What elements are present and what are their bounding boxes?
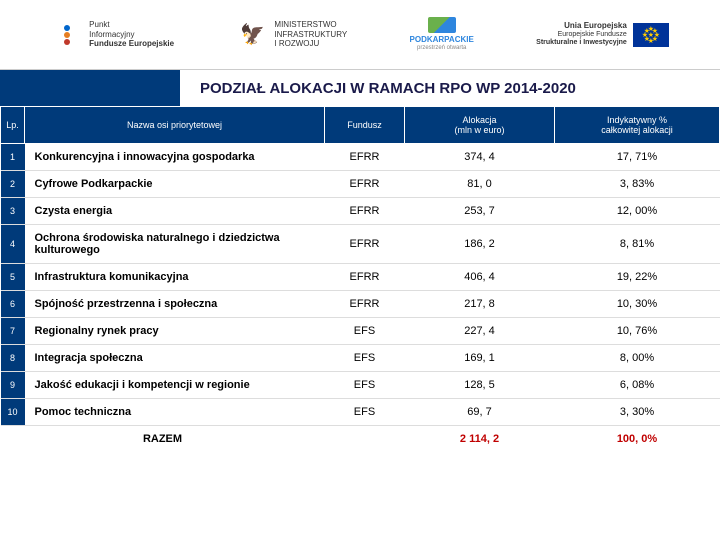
- cell-lp: 9: [1, 372, 25, 399]
- cell-lp: 3: [1, 198, 25, 225]
- cell-alokacja: 227, 4: [405, 318, 555, 345]
- eu-line1: Unia Europejska: [536, 21, 627, 31]
- table-row: 4Ochrona środowiska naturalnego i dziedz…: [1, 225, 720, 264]
- totals-label: RAZEM: [1, 426, 325, 453]
- cell-fundusz: EFS: [325, 318, 405, 345]
- col-nazwa: Nazwa osi priorytetowej: [25, 107, 325, 144]
- eu-flag-icon: [633, 23, 669, 47]
- podkarpackie-icon: [428, 17, 456, 33]
- punkt-line1: Punkt: [89, 20, 174, 30]
- cell-percent: 10, 30%: [555, 291, 720, 318]
- cell-fundusz: EFS: [325, 399, 405, 426]
- cell-nazwa: Konkurencyjna i innowacyjna gospodarka: [25, 144, 325, 171]
- logo-punkt: Punkt Informacyjny Fundusze Europejskie: [51, 19, 174, 51]
- table-row: 2Cyfrowe PodkarpackieEFRR81, 03, 83%: [1, 171, 720, 198]
- cell-nazwa: Jakość edukacji i kompetencji w regionie: [25, 372, 325, 399]
- cell-lp: 2: [1, 171, 25, 198]
- cell-nazwa: Infrastruktura komunikacyjna: [25, 264, 325, 291]
- table-row: 6Spójność przestrzenna i społecznaEFRR21…: [1, 291, 720, 318]
- cell-nazwa: Ochrona środowiska naturalnego i dziedzi…: [25, 225, 325, 264]
- title-bar: PODZIAŁ ALOKACJI W RAMACH RPO WP 2014-20…: [0, 70, 720, 106]
- podk-line1: PODKARPACKIE: [410, 35, 474, 45]
- logo-eu: Unia Europejska Europejskie Fundusze Str…: [536, 21, 669, 47]
- cell-percent: 10, 76%: [555, 318, 720, 345]
- cell-fundusz: EFRR: [325, 198, 405, 225]
- totals-row: RAZEM 2 114, 2 100, 0%: [1, 426, 720, 453]
- logo-ministerstwo: 🦅 MINISTERSTWO INFRASTRUKTURY I ROZWOJU: [236, 19, 347, 51]
- page-title: PODZIAŁ ALOKACJI W RAMACH RPO WP 2014-20…: [200, 80, 576, 97]
- cell-percent: 12, 00%: [555, 198, 720, 225]
- cell-nazwa: Czysta energia: [25, 198, 325, 225]
- cell-nazwa: Integracja społeczna: [25, 345, 325, 372]
- cell-percent: 3, 83%: [555, 171, 720, 198]
- table-header-row: Lp. Nazwa osi priorytetowej Fundusz Alok…: [1, 107, 720, 144]
- cell-percent: 17, 71%: [555, 144, 720, 171]
- col-alokacja: Alokacja (mln w euro): [405, 107, 555, 144]
- logo-podkarpackie: PODKARPACKIE przestrzeń otwarta: [410, 17, 474, 52]
- table-row: 8Integracja społecznaEFS169, 18, 00%: [1, 345, 720, 372]
- cell-percent: 8, 00%: [555, 345, 720, 372]
- cell-fundusz: EFRR: [325, 171, 405, 198]
- cell-fundusz: EFRR: [325, 144, 405, 171]
- cell-percent: 6, 08%: [555, 372, 720, 399]
- cell-fundusz: EFRR: [325, 291, 405, 318]
- min-line2: INFRASTRUKTURY: [274, 30, 347, 40]
- cell-nazwa: Regionalny rynek pracy: [25, 318, 325, 345]
- cell-alokacja: 253, 7: [405, 198, 555, 225]
- table-row: 9Jakość edukacji i kompetencji w regioni…: [1, 372, 720, 399]
- cell-alokacja: 169, 1: [405, 345, 555, 372]
- cell-nazwa: Spójność przestrzenna i społeczna: [25, 291, 325, 318]
- totals-alokacja: 2 114, 2: [405, 426, 555, 453]
- cell-lp: 4: [1, 225, 25, 264]
- punkt-icon: [51, 19, 83, 51]
- cell-lp: 7: [1, 318, 25, 345]
- table-row: 5Infrastruktura komunikacyjnaEFRR406, 41…: [1, 264, 720, 291]
- cell-nazwa: Pomoc techniczna: [25, 399, 325, 426]
- cell-lp: 6: [1, 291, 25, 318]
- cell-percent: 3, 30%: [555, 399, 720, 426]
- min-line3: I ROZWOJU: [274, 39, 347, 49]
- cell-fundusz: EFS: [325, 372, 405, 399]
- eu-line3: Strukturalne i Inwestycyjne: [536, 39, 627, 47]
- cell-alokacja: 217, 8: [405, 291, 555, 318]
- min-line1: MINISTERSTWO: [274, 20, 347, 30]
- table-row: 10Pomoc technicznaEFS69, 73, 30%: [1, 399, 720, 426]
- cell-percent: 8, 81%: [555, 225, 720, 264]
- cell-alokacja: 81, 0: [405, 171, 555, 198]
- cell-alokacja: 186, 2: [405, 225, 555, 264]
- cell-lp: 1: [1, 144, 25, 171]
- punkt-line2: Informacyjny: [89, 30, 174, 40]
- cell-lp: 8: [1, 345, 25, 372]
- cell-lp: 5: [1, 264, 25, 291]
- cell-alokacja: 406, 4: [405, 264, 555, 291]
- cell-alokacja: 374, 4: [405, 144, 555, 171]
- table-row: 3Czysta energiaEFRR253, 712, 00%: [1, 198, 720, 225]
- eagle-icon: 🦅: [236, 19, 268, 51]
- table-row: 7Regionalny rynek pracyEFS227, 410, 76%: [1, 318, 720, 345]
- col-indyk: Indykatywny % całkowitej alokacji: [555, 107, 720, 144]
- cell-fundusz: EFRR: [325, 225, 405, 264]
- podk-line2: przestrzeń otwarta: [410, 45, 474, 52]
- eu-line2: Europejskie Fundusze: [536, 31, 627, 39]
- header-logos: Punkt Informacyjny Fundusze Europejskie …: [0, 0, 720, 70]
- cell-alokacja: 128, 5: [405, 372, 555, 399]
- totals-fund: [325, 426, 405, 453]
- cell-lp: 10: [1, 399, 25, 426]
- col-fundusz: Fundusz: [325, 107, 405, 144]
- cell-fundusz: EFS: [325, 345, 405, 372]
- allocation-table: Lp. Nazwa osi priorytetowej Fundusz Alok…: [0, 106, 720, 452]
- cell-percent: 19, 22%: [555, 264, 720, 291]
- cell-fundusz: EFRR: [325, 264, 405, 291]
- table-row: 1Konkurencyjna i innowacyjna gospodarkaE…: [1, 144, 720, 171]
- cell-nazwa: Cyfrowe Podkarpackie: [25, 171, 325, 198]
- totals-percent: 100, 0%: [555, 426, 720, 453]
- punkt-line3: Fundusze Europejskie: [89, 39, 174, 49]
- cell-alokacja: 69, 7: [405, 399, 555, 426]
- col-lp: Lp.: [1, 107, 25, 144]
